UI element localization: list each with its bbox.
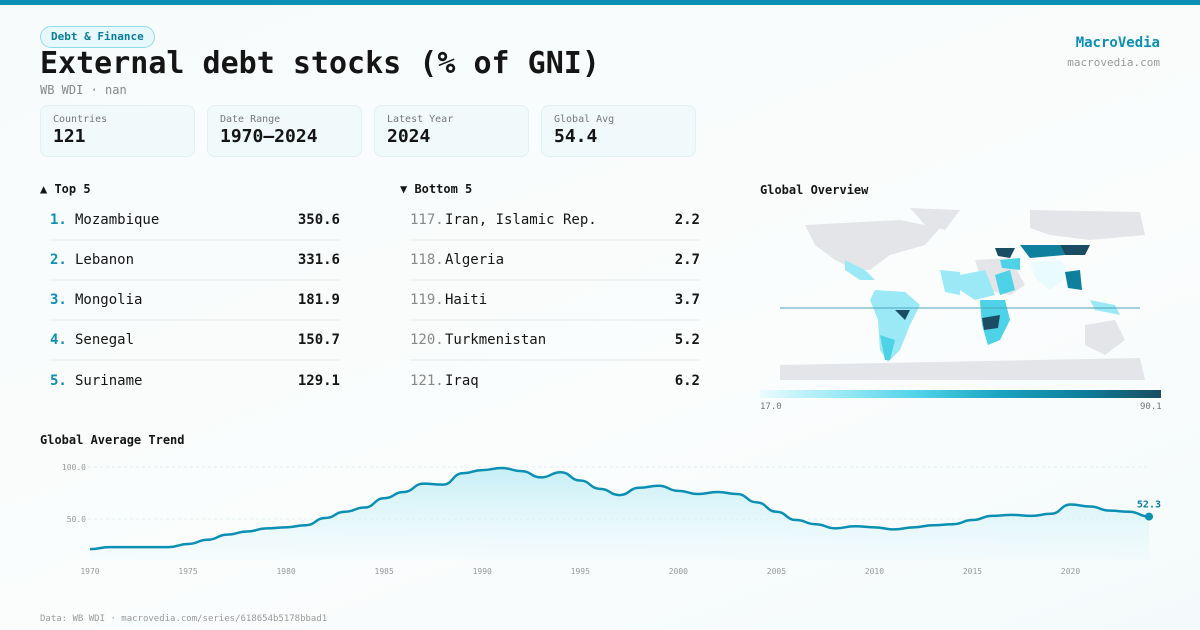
footer-source: Data: WB WDI · macrovedia.com/series/618… xyxy=(40,614,328,624)
country-value: 2.2 xyxy=(674,212,700,228)
stat-label: Global Avg xyxy=(554,114,615,125)
x-tick-label: 1975 xyxy=(178,567,197,576)
stat-value: 121 xyxy=(53,126,86,147)
brand-url[interactable]: macrovedia.com xyxy=(1067,56,1160,69)
country-value: 331.6 xyxy=(297,252,340,268)
rank: 4. xyxy=(50,332,67,348)
rank: 117. xyxy=(410,212,444,228)
list-item[interactable]: 117. Iran, Islamic Rep. 2.2 xyxy=(410,201,700,241)
stat-card-countries: Countries 121 xyxy=(40,105,195,157)
country-value: 3.7 xyxy=(674,292,700,308)
stat-label: Date Range xyxy=(220,114,281,125)
rank: 119. xyxy=(410,292,444,308)
country-name: Turkmenistan xyxy=(445,332,547,348)
list-item[interactable]: 3. Mongolia 181.9 xyxy=(50,281,340,321)
list-item[interactable]: 120. Turkmenistan 5.2 xyxy=(410,321,700,361)
country-name: Mozambique xyxy=(75,212,160,228)
stat-value: 54.4 xyxy=(554,126,598,147)
country-value: 350.6 xyxy=(297,212,340,228)
list-item[interactable]: 4. Senegal 150.7 xyxy=(50,321,340,361)
country-value: 6.2 xyxy=(674,373,700,389)
country-value: 129.1 xyxy=(297,373,340,389)
stat-card-global-avg: Global Avg 54.4 xyxy=(541,105,696,157)
scale-max-label: 90.1 xyxy=(1140,402,1162,412)
world-map[interactable] xyxy=(760,200,1160,385)
rank: 118. xyxy=(410,252,444,268)
x-tick-label: 2010 xyxy=(865,567,884,576)
color-scale-bar xyxy=(760,390,1161,398)
country-name: Lebanon xyxy=(75,252,135,268)
stat-card-date-range: Date Range 1970–2024 xyxy=(207,105,362,157)
x-tick-label: 1970 xyxy=(80,567,99,576)
map-title: Global Overview xyxy=(760,183,869,197)
rank: 2. xyxy=(50,252,67,268)
rank: 3. xyxy=(50,292,67,308)
country-value: 181.9 xyxy=(297,292,340,308)
list-item[interactable]: 118. Algeria 2.7 xyxy=(410,241,700,281)
country-name: Suriname xyxy=(75,373,143,389)
country-name: Senegal xyxy=(75,332,135,348)
country-value: 5.2 xyxy=(674,332,700,348)
last-value-label: 52.3 xyxy=(1137,500,1161,511)
rank: 1. xyxy=(50,212,67,228)
page-subtitle: WB WDI · nan xyxy=(40,83,127,97)
x-tick-label: 2000 xyxy=(669,567,688,576)
country-name: Algeria xyxy=(445,252,505,268)
category-badge[interactable]: Debt & Finance xyxy=(40,26,155,48)
country-name: Haiti xyxy=(445,292,488,308)
last-point-marker xyxy=(1145,512,1153,521)
top-accent-bar xyxy=(0,0,1200,5)
bottom-5-heading: ▼ Bottom 5 xyxy=(400,182,473,196)
stat-label: Latest Year xyxy=(387,114,454,125)
page-title: External debt stocks (% of GNI) xyxy=(40,46,600,81)
bottom-5-list: 117. Iran, Islamic Rep. 2.2 118. Algeria 2.7 1… xyxy=(410,201,700,401)
list-item[interactable]: 1. Mozambique 350.6 xyxy=(50,201,340,241)
x-tick-label: 1980 xyxy=(276,567,295,576)
list-item[interactable]: 5. Suriname 129.1 xyxy=(50,361,340,401)
x-tick-label: 1990 xyxy=(473,567,492,576)
stat-value: 1970–2024 xyxy=(220,126,318,147)
x-tick-label: 2005 xyxy=(767,567,786,576)
stat-label: Countries xyxy=(53,114,108,125)
trend-chart-title: Global Average Trend xyxy=(40,433,185,447)
x-tick-label: 1985 xyxy=(375,567,394,576)
list-item[interactable]: 121. Iraq 6.2 xyxy=(410,361,700,401)
brand-logo[interactable]: MacroVedia xyxy=(1075,35,1160,51)
country-name: Iraq xyxy=(445,373,479,389)
trend-area xyxy=(90,468,1149,560)
top-5-list: 1. Mozambique 350.6 2. Lebanon 331.6 3. Mongoli… xyxy=(50,201,340,401)
stat-card-latest-year: Latest Year 2024 xyxy=(374,105,529,157)
x-tick-label: 1995 xyxy=(571,567,590,576)
stat-value: 2024 xyxy=(387,126,431,147)
rank: 121. xyxy=(410,373,444,389)
list-item[interactable]: 2. Lebanon 331.6 xyxy=(50,241,340,281)
y-tick-label: 100.0 xyxy=(62,463,86,472)
scale-min-label: 17.0 xyxy=(760,402,782,412)
x-tick-label: 2020 xyxy=(1061,567,1080,576)
top-5-heading: ▲ Top 5 xyxy=(40,182,91,196)
country-value: 150.7 xyxy=(297,332,340,348)
country-name: Iran, Islamic Rep. xyxy=(445,212,597,228)
x-tick-label: 2015 xyxy=(963,567,982,576)
list-item[interactable]: 119. Haiti 3.7 xyxy=(410,281,700,321)
rank: 5. xyxy=(50,373,67,389)
country-value: 2.7 xyxy=(674,252,700,268)
rank: 120. xyxy=(410,332,444,348)
country-name: Mongolia xyxy=(75,292,143,308)
y-tick-label: 50.0 xyxy=(67,515,86,524)
